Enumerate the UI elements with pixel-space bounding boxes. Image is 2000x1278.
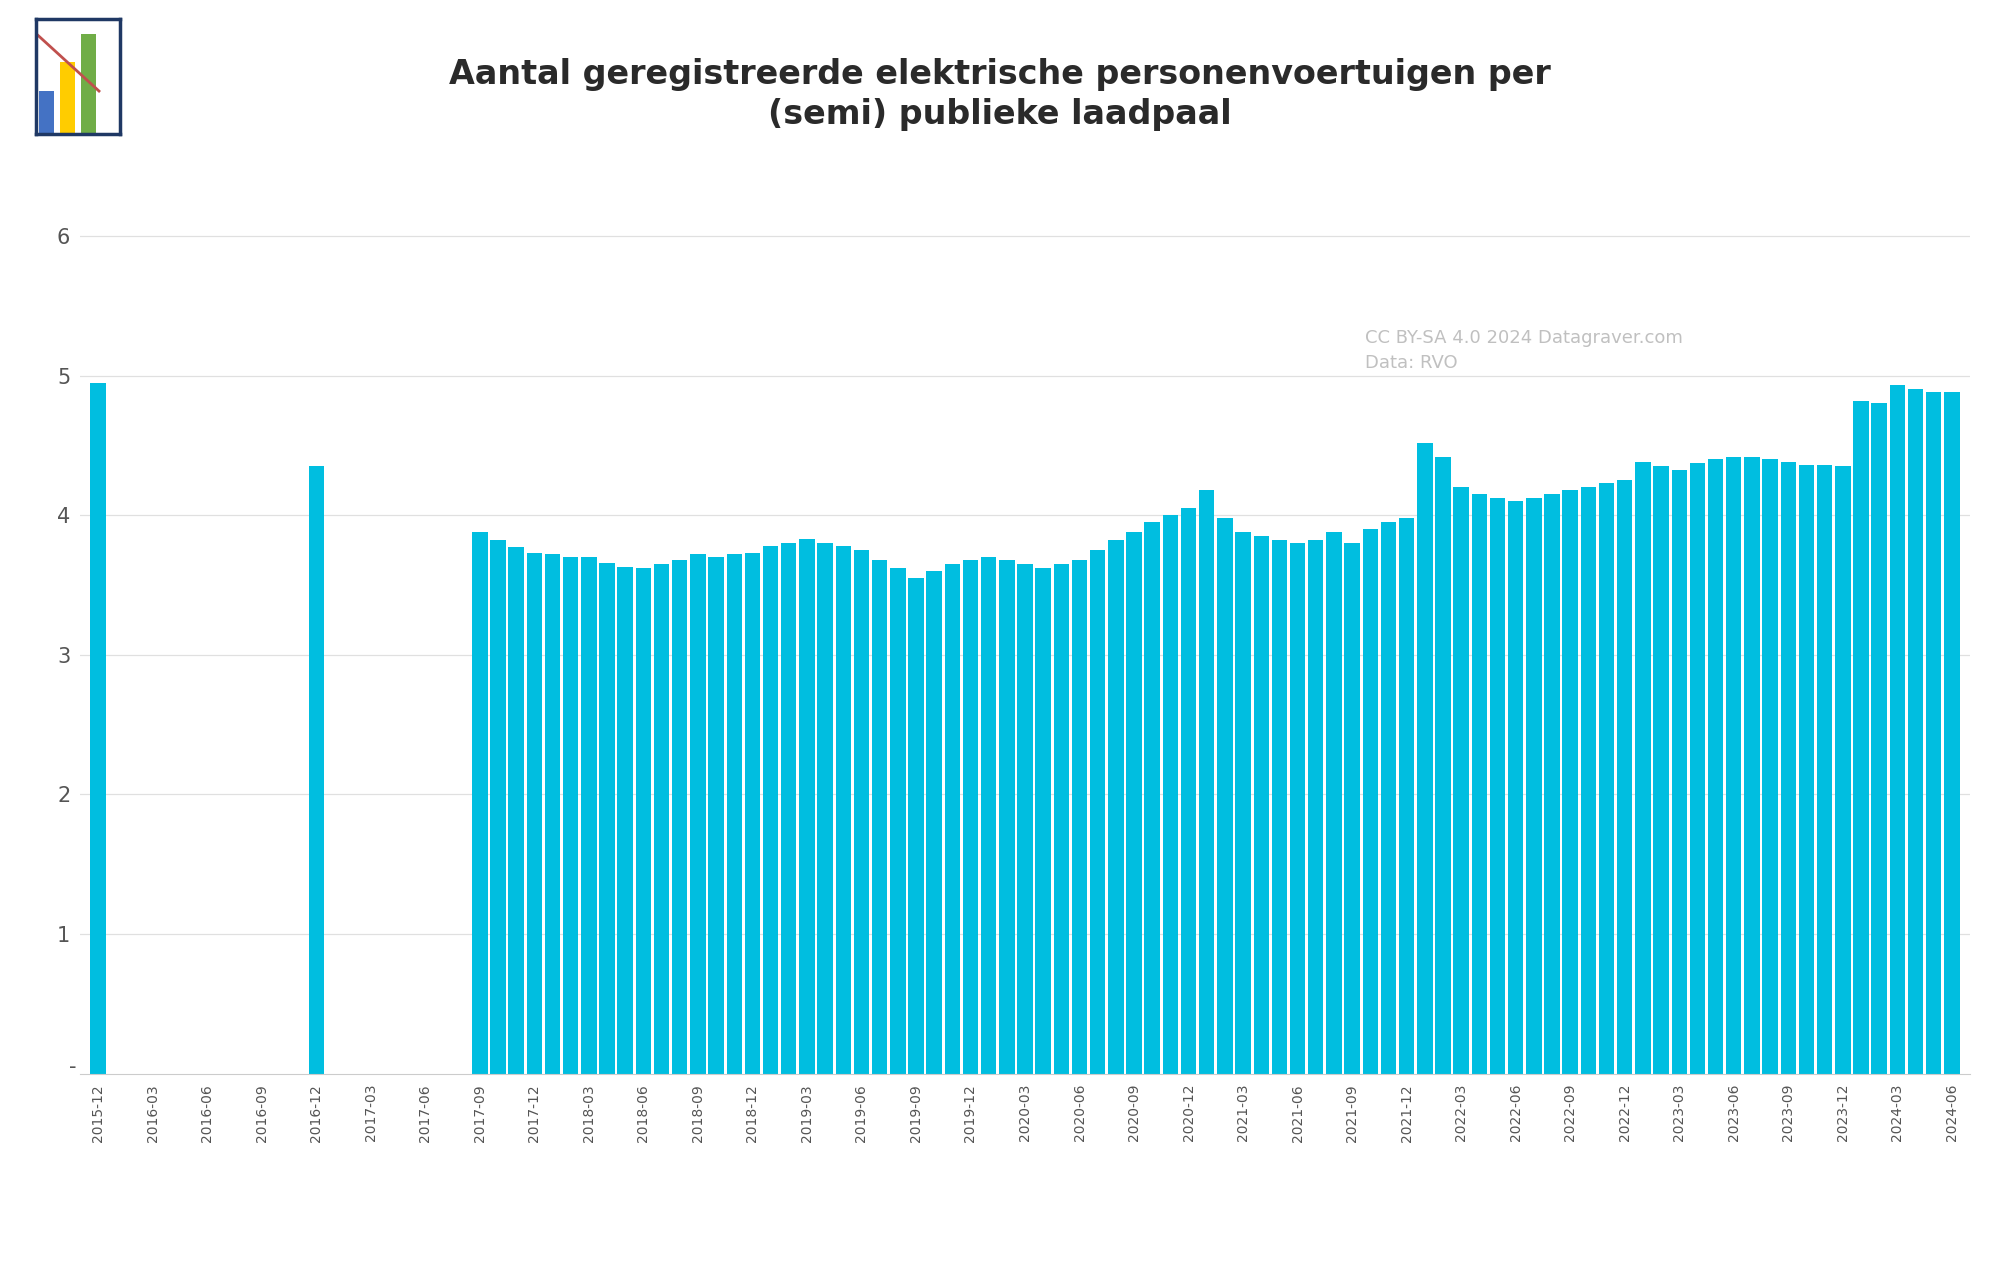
Bar <box>800 539 814 1074</box>
Bar <box>508 547 524 1074</box>
Bar <box>544 555 560 1074</box>
Bar <box>636 569 652 1074</box>
Bar <box>1598 483 1614 1074</box>
Bar <box>962 560 978 1074</box>
Text: -: - <box>68 1057 76 1076</box>
Bar <box>690 555 706 1074</box>
Bar <box>872 560 888 1074</box>
Bar <box>1272 541 1288 1074</box>
Bar <box>82 33 96 134</box>
Bar <box>1654 466 1668 1074</box>
Bar <box>1126 532 1142 1074</box>
Bar <box>944 564 960 1074</box>
Bar <box>1326 532 1342 1074</box>
Bar <box>1690 464 1706 1074</box>
Bar <box>1454 487 1468 1074</box>
Bar <box>744 553 760 1074</box>
Bar <box>1162 515 1178 1074</box>
Bar <box>1890 385 1906 1074</box>
Bar <box>40 91 54 134</box>
Text: Aantal geregistreerde elektrische personenvoertuigen per
(semi) publieke laadpaa: Aantal geregistreerde elektrische person… <box>450 58 1550 132</box>
Bar <box>1180 509 1196 1074</box>
Bar <box>1780 463 1796 1074</box>
Bar <box>1544 495 1560 1074</box>
Bar <box>308 466 324 1074</box>
Bar <box>1726 456 1742 1074</box>
Bar <box>1836 466 1850 1074</box>
Bar <box>980 557 996 1074</box>
Bar <box>1926 392 1942 1074</box>
Bar <box>1762 459 1778 1074</box>
Bar <box>1072 560 1088 1074</box>
Bar <box>1872 404 1886 1074</box>
Bar <box>726 555 742 1074</box>
Bar <box>618 566 632 1074</box>
Bar <box>890 569 906 1074</box>
Bar <box>782 543 796 1074</box>
Bar <box>818 543 832 1074</box>
Text: CC BY-SA 4.0 2024 Datagraver.com
Data: RVO: CC BY-SA 4.0 2024 Datagraver.com Data: R… <box>1366 330 1684 372</box>
Bar <box>562 557 578 1074</box>
Bar <box>762 546 778 1074</box>
Bar <box>60 63 74 134</box>
Bar <box>1362 529 1378 1074</box>
Bar <box>908 578 924 1074</box>
Bar <box>836 546 850 1074</box>
Bar <box>708 557 724 1074</box>
Bar <box>526 553 542 1074</box>
Bar <box>854 550 870 1074</box>
Bar <box>1708 459 1724 1074</box>
Bar <box>1562 489 1578 1074</box>
Bar <box>1944 392 1960 1074</box>
Bar <box>1108 541 1124 1074</box>
Bar <box>1000 560 1014 1074</box>
Bar <box>1090 550 1106 1074</box>
Bar <box>90 382 106 1074</box>
Bar <box>1308 541 1324 1074</box>
Bar <box>1816 465 1832 1074</box>
Bar <box>1508 501 1524 1074</box>
Bar <box>490 541 506 1074</box>
Bar <box>1472 495 1488 1074</box>
Bar <box>1398 518 1414 1074</box>
Bar <box>1344 543 1360 1074</box>
Bar <box>1054 564 1070 1074</box>
Bar <box>672 560 688 1074</box>
Bar <box>1218 518 1232 1074</box>
Bar <box>654 564 670 1074</box>
Bar <box>1380 523 1396 1074</box>
Bar <box>600 562 614 1074</box>
Bar <box>1526 498 1542 1074</box>
Bar <box>1036 569 1050 1074</box>
Bar <box>1798 465 1814 1074</box>
Bar <box>1616 481 1632 1074</box>
Bar <box>926 571 942 1074</box>
Bar <box>472 532 488 1074</box>
Bar <box>1636 463 1650 1074</box>
Bar <box>1018 564 1032 1074</box>
Bar <box>1490 498 1506 1074</box>
Bar <box>1200 489 1214 1074</box>
Bar <box>1144 523 1160 1074</box>
Bar <box>1436 456 1450 1074</box>
Bar <box>1236 532 1250 1074</box>
Bar <box>1908 390 1924 1074</box>
Bar <box>1672 470 1686 1074</box>
Bar <box>1290 543 1306 1074</box>
Bar <box>1418 442 1432 1074</box>
Bar <box>1744 456 1760 1074</box>
Bar <box>582 557 596 1074</box>
Bar <box>1854 401 1868 1074</box>
Bar <box>1254 535 1268 1074</box>
Bar <box>1580 487 1596 1074</box>
